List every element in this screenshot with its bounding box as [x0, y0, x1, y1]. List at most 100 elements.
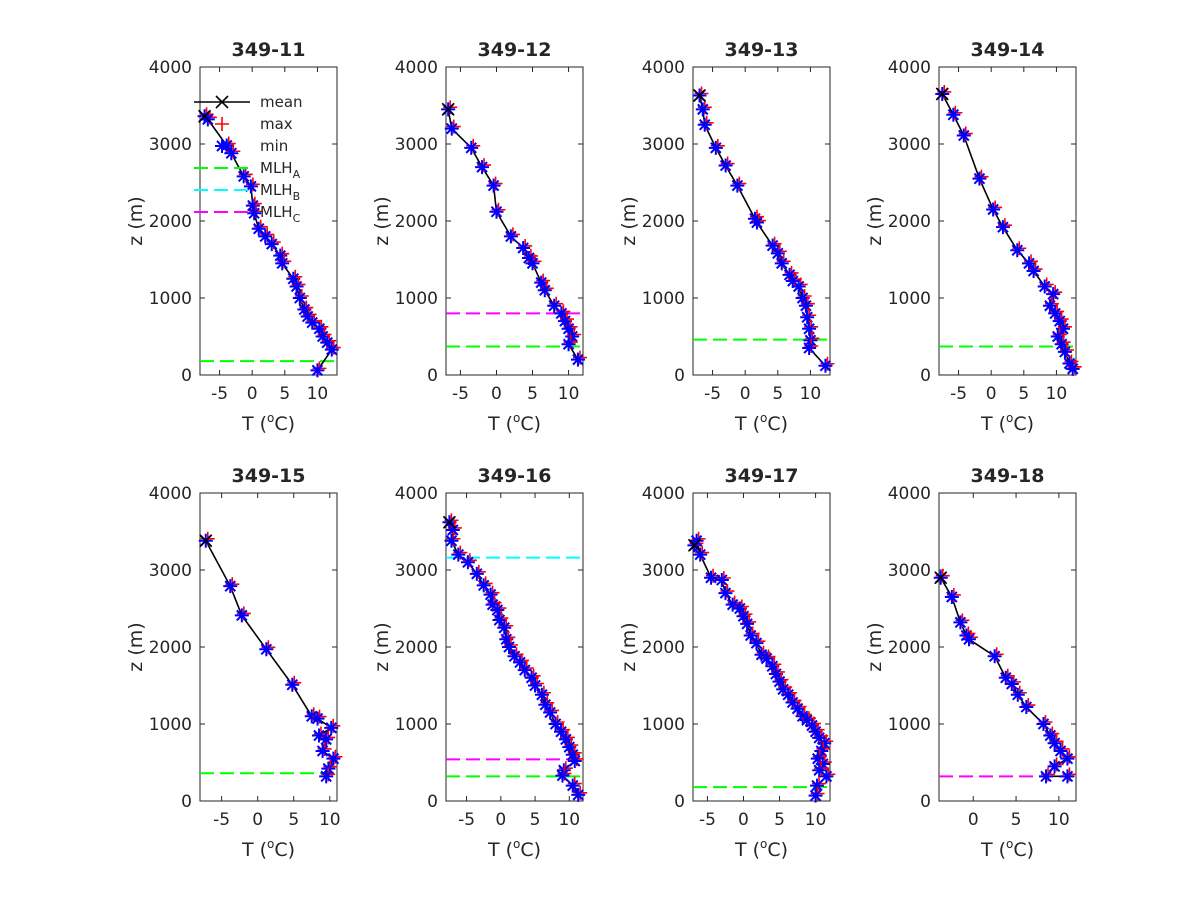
y-tick-label: 4000: [888, 484, 931, 504]
min-marker: [521, 250, 536, 265]
subplot-349-18: 349-18 0 5 10 0 1000 2000 3000 4000 T (oC) z (m): [864, 465, 1077, 861]
min-marker: [953, 615, 968, 630]
y-tick-label: 1000: [395, 715, 438, 735]
min-marker: [558, 732, 573, 747]
min-marker: [800, 310, 815, 325]
subplot-349-11: 349-11 -5 0 5 10 0 1000 2000 3000 4000 T (oC) z (m): [125, 39, 341, 435]
min-marker: [1022, 256, 1037, 271]
y-tick-label: 0: [674, 792, 685, 812]
min-marker: [790, 701, 805, 716]
min-marker: [534, 275, 549, 290]
x-tick-label: 5: [774, 810, 785, 830]
min-marker: [234, 608, 249, 623]
y-axis-label: z (m): [125, 622, 147, 671]
min-marker: [310, 363, 325, 378]
min-marker: [483, 587, 498, 602]
min-marker: [243, 179, 258, 194]
data-layer: [441, 100, 587, 367]
min-marker: [305, 315, 320, 330]
min-marker: [772, 674, 787, 689]
x-tick-label: -5: [452, 384, 469, 404]
y-tick-label: 2000: [149, 212, 192, 232]
y-axis-label: z (m): [371, 622, 393, 671]
x-tick-label: 0: [491, 384, 502, 404]
y-tick-label: 3000: [149, 561, 192, 581]
min-marker: [524, 670, 539, 685]
y-tick-label: 3000: [888, 135, 931, 155]
y-axis-label: z (m): [864, 622, 886, 671]
y-tick-label: 0: [427, 366, 438, 386]
y-tick-label: 0: [674, 366, 685, 386]
data-layer: [442, 513, 588, 802]
y-tick-label: 1000: [888, 289, 931, 309]
min-marker: [561, 321, 576, 336]
min-marker: [1026, 264, 1041, 279]
min-marker: [791, 279, 806, 294]
subplot-349-13: 349-13 -5 0 5 10 0 1000 2000 3000 4000 T (oC) z (m): [618, 39, 835, 435]
subplot-349-15: 349-15 -5 0 5 10 0 1000 2000 3000 4000 T (oC) z (m): [125, 465, 343, 861]
min-marker: [565, 747, 580, 762]
min-marker: [264, 237, 279, 252]
x-axis-label: T (oC): [241, 411, 295, 435]
y-tick-label: 1000: [395, 289, 438, 309]
x-tick-label: 5: [1018, 384, 1029, 404]
min-marker: [304, 709, 319, 724]
y-tick-label: 1000: [149, 289, 192, 309]
min-marker: [956, 128, 971, 143]
y-tick-label: 3000: [395, 561, 438, 581]
y-tick-label: 4000: [395, 58, 438, 78]
y-tick-label: 2000: [149, 638, 192, 658]
x-tick-label: 10: [558, 810, 580, 830]
subplot-title: 349-13: [725, 39, 799, 61]
min-marker: [547, 298, 562, 313]
mean-marker: [198, 109, 212, 123]
min-marker: [538, 697, 553, 712]
min-marker: [503, 229, 518, 244]
x-tick-label: 5: [279, 384, 290, 404]
x-tick-label: 10: [1048, 810, 1070, 830]
min-marker: [725, 597, 740, 612]
min-marker: [736, 609, 751, 624]
min-marker: [311, 728, 326, 743]
x-tick-label: 0: [740, 384, 751, 404]
legend-label-mean: mean: [260, 93, 303, 111]
min-marker: [818, 358, 833, 373]
min-marker: [315, 743, 330, 758]
min-marker: [798, 298, 813, 313]
min-marker: [554, 306, 569, 321]
y-tick-label: 0: [920, 792, 931, 812]
min-marker: [324, 342, 339, 357]
min-marker: [312, 321, 327, 336]
min-marker: [445, 522, 460, 537]
min-marker: [489, 204, 504, 219]
min-marker: [1046, 287, 1061, 302]
min-marker: [812, 763, 827, 778]
min-marker: [251, 221, 266, 236]
min-marker: [464, 140, 479, 155]
min-marker: [819, 769, 834, 784]
min-marker: [781, 687, 796, 702]
min-marker: [730, 178, 745, 193]
min-marker: [810, 751, 825, 766]
min-marker: [946, 107, 961, 122]
min-marker: [749, 215, 764, 230]
y-axis-label: z (m): [618, 196, 640, 245]
legend-label-mlh_c: MLHC: [260, 203, 301, 225]
min-marker: [275, 256, 290, 271]
min-marker: [808, 724, 823, 739]
min-marker: [774, 256, 789, 271]
min-marker: [451, 547, 466, 562]
min-marker: [490, 603, 505, 618]
min-marker: [815, 757, 830, 772]
min-marker: [247, 206, 262, 221]
min-marker: [326, 751, 341, 766]
x-tick-label: 0: [495, 810, 506, 830]
min-marker: [802, 341, 817, 356]
min-marker: [1004, 676, 1019, 691]
min-marker: [1047, 759, 1062, 774]
min-marker: [776, 682, 791, 697]
min-marker: [704, 570, 719, 585]
min-marker: [259, 642, 274, 657]
min-marker: [548, 717, 563, 731]
x-axis-label: T (oC): [734, 411, 788, 435]
